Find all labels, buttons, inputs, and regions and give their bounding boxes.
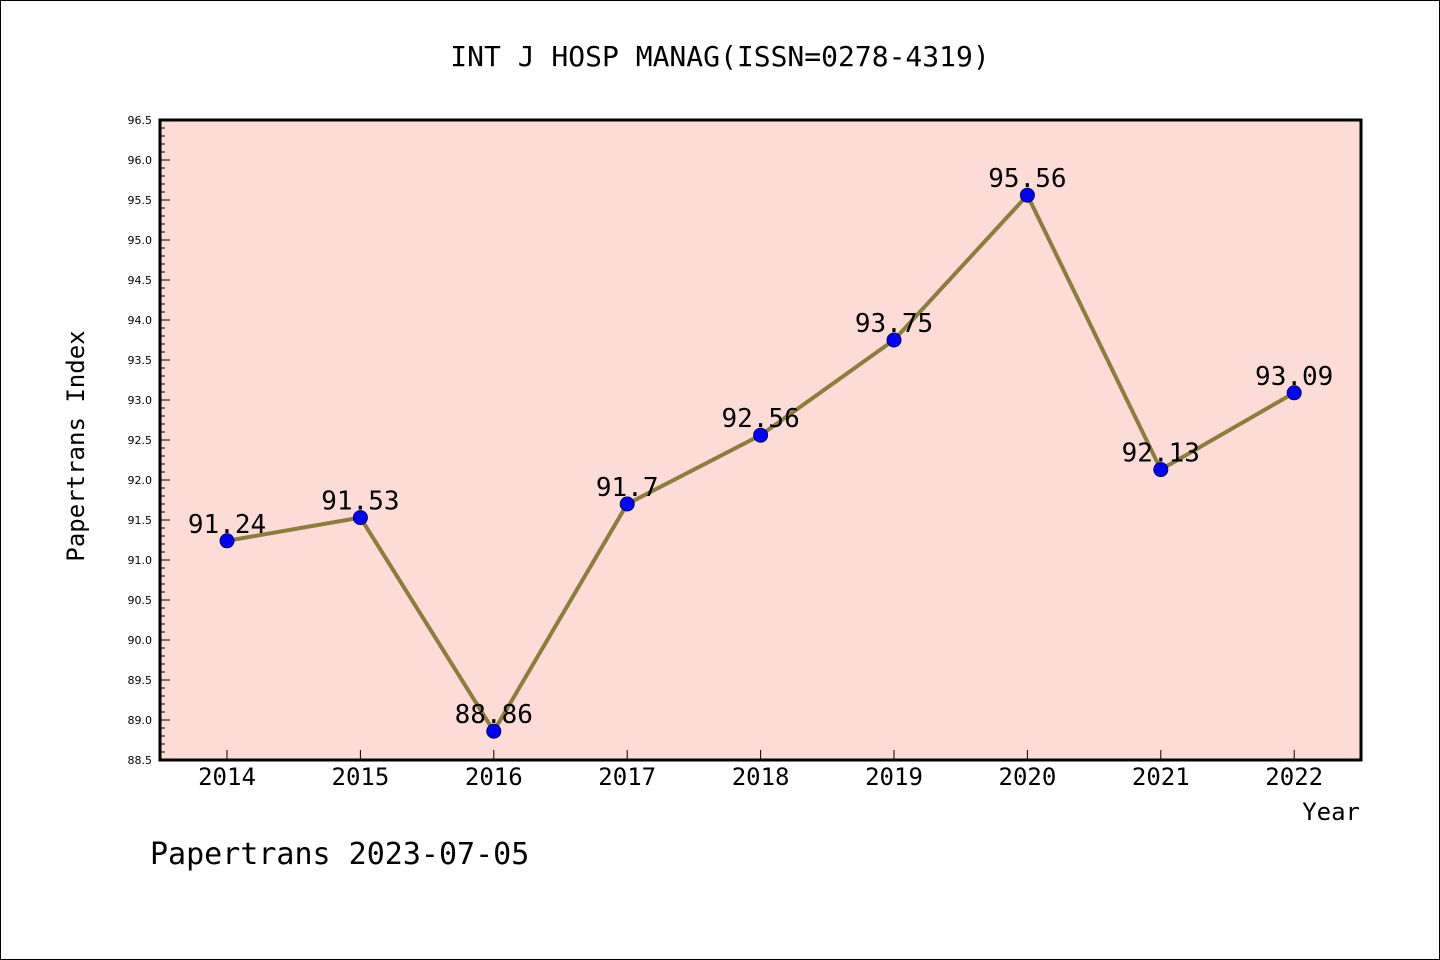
y-tick-label: 95.0	[128, 234, 153, 247]
data-label: 91.7	[596, 473, 659, 503]
chart-title: INT J HOSP MANAG(ISSN=0278-4319)	[450, 40, 989, 73]
series-group: 91.24 91.53 88.86 91.7 92.56 93.75 95.56 92.13 9…	[188, 164, 1333, 739]
data-label: 93.75	[855, 309, 933, 339]
data-point	[486, 723, 502, 739]
x-tick-label: 2019	[865, 763, 923, 791]
data-point	[219, 533, 235, 549]
data-label: 88.86	[455, 700, 533, 730]
y-tick-label: 90.5	[128, 594, 153, 607]
data-label: 95.56	[988, 164, 1066, 194]
x-axis-label: Year	[1302, 798, 1360, 826]
data-label: 93.09	[1255, 362, 1333, 392]
y-tick-label: 93.5	[128, 354, 153, 367]
footer-text: Papertrans 2023-07-05	[150, 837, 529, 872]
y-tick-label: 93.0	[128, 394, 153, 407]
y-tick-label: 96.0	[128, 154, 153, 167]
x-tick-label: 2020	[999, 763, 1057, 791]
data-point	[619, 496, 635, 512]
y-tick-label: 96.5	[128, 114, 153, 127]
y-tick-label: 89.0	[128, 714, 153, 727]
data-point	[1019, 187, 1035, 203]
data-point	[886, 332, 902, 348]
x-tick-label: 2016	[465, 763, 523, 791]
x-tick-label: 2021	[1132, 763, 1190, 791]
y-tick-label: 90.0	[128, 634, 153, 647]
data-label: 92.13	[1122, 439, 1200, 469]
data-point	[753, 427, 769, 443]
y-tick-label: 94.0	[128, 314, 153, 327]
y-tick-label: 91.5	[128, 514, 153, 527]
data-label: 91.53	[321, 487, 399, 517]
y-axis: 88.5 89.0 89.5 90.0 90.5 91.0 91.5 92.0 92.5 93.0…	[128, 114, 170, 767]
y-tick-label: 89.5	[128, 674, 153, 687]
plot-area	[158, 118, 1363, 762]
y-tick-label: 94.5	[128, 274, 153, 287]
y-tick-label: 88.5	[128, 754, 153, 767]
y-tick-label: 92.0	[128, 474, 153, 487]
x-tick-label: 2017	[598, 763, 656, 791]
data-point	[1286, 385, 1302, 401]
x-tick-label: 2015	[332, 763, 390, 791]
y-tick-label: 92.5	[128, 434, 153, 447]
data-point	[352, 510, 368, 526]
y-tick-label: 95.5	[128, 194, 153, 207]
x-tick-label: 2018	[732, 763, 790, 791]
x-axis: 2014 2015 2016 2017 2018 2019 2020 2021 2022	[198, 750, 1323, 791]
data-point	[1153, 462, 1169, 478]
data-label: 92.56	[721, 404, 799, 434]
x-tick-label: 2022	[1265, 763, 1323, 791]
x-tick-label: 2014	[198, 763, 256, 791]
y-tick-label: 91.0	[128, 554, 153, 567]
y-axis-label: Papertrans Index	[62, 330, 90, 561]
data-label: 91.24	[188, 510, 266, 540]
